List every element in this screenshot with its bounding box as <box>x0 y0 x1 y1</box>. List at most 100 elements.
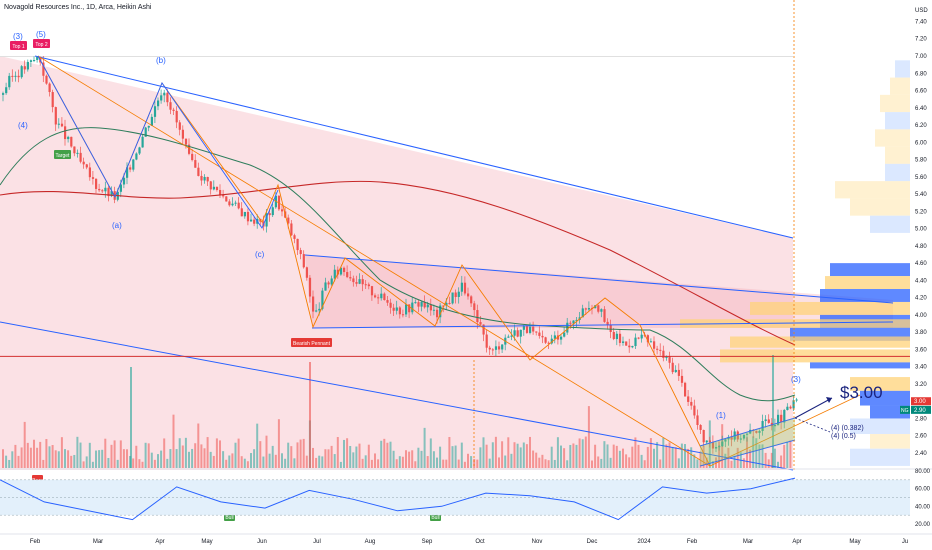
volume-bar <box>101 449 104 468</box>
volume-bar <box>550 446 553 468</box>
candle-body <box>234 202 237 204</box>
volume-bar <box>457 459 460 468</box>
volume-bar <box>659 459 662 468</box>
candle-body <box>157 100 160 107</box>
wave-line <box>37 55 279 229</box>
volume-bar <box>51 445 54 468</box>
candle-body <box>411 302 414 313</box>
fib-line <box>37 55 711 467</box>
candle-body <box>693 405 696 416</box>
candle-body <box>727 437 730 440</box>
candle-body <box>88 167 91 178</box>
volume-bar <box>73 454 76 468</box>
volume-bar <box>665 444 668 468</box>
volume-bar <box>153 459 156 468</box>
time-tick-label: Sep <box>422 539 433 545</box>
price-tick-label: 7.40 <box>915 19 927 25</box>
candle-body <box>724 439 727 442</box>
volume-bar <box>761 444 764 468</box>
volume-bar <box>541 454 544 468</box>
volume-bar <box>243 458 246 468</box>
volume-bar <box>535 452 538 468</box>
candle-body <box>36 56 39 60</box>
candle-body <box>64 126 67 140</box>
volume-bar <box>485 444 488 468</box>
time-tick-label: Mar <box>743 539 753 545</box>
volume-bar <box>420 450 423 468</box>
volume-bar <box>448 436 451 468</box>
volume-bar <box>231 453 234 468</box>
volume-profile-bar <box>850 377 910 391</box>
candle-body <box>29 60 33 62</box>
rsi-line <box>0 477 796 521</box>
volume-bar <box>451 446 454 468</box>
top1-label-bg <box>10 41 27 50</box>
projection-dashed <box>794 417 831 433</box>
price-tick-label: 6.60 <box>915 89 927 95</box>
volume-bar <box>498 457 500 468</box>
candle-body <box>789 406 792 409</box>
wave-4-label: (4) <box>18 121 28 130</box>
time-tick-label: Jul <box>313 539 321 545</box>
candle-body <box>246 211 250 222</box>
volume-bar <box>780 455 783 468</box>
price-tick-label: 5.80 <box>915 158 927 164</box>
price-tick-label: 5.40 <box>915 192 927 198</box>
volume-bar <box>274 454 277 468</box>
volume-bar <box>597 456 600 468</box>
candle-body <box>237 202 240 209</box>
volume-profile-bar <box>885 112 910 130</box>
bull-rsi-label: Bull <box>431 515 439 521</box>
volume-bar <box>556 437 559 468</box>
projection-arrow-head <box>826 397 832 403</box>
candle-body <box>405 304 408 315</box>
volume-bar <box>783 444 786 468</box>
time-tick-label: Apr <box>792 539 801 545</box>
price-tick-label: 4.00 <box>915 313 927 319</box>
volume-profile-bar <box>850 418 910 435</box>
volume-bar <box>544 459 547 468</box>
volume-bar <box>749 449 752 468</box>
volume-bar <box>473 458 476 468</box>
volume-bar <box>76 436 79 468</box>
target-label-bg <box>54 150 71 159</box>
volume-bar <box>346 438 349 468</box>
candle-body <box>339 267 343 275</box>
candle-body <box>426 304 429 308</box>
volume-bar <box>352 452 355 468</box>
candle-body <box>494 346 498 350</box>
volume-bar <box>609 457 612 468</box>
volume-bar <box>386 442 389 468</box>
candle-body <box>513 330 516 336</box>
candle-body <box>451 292 454 304</box>
volume-bar <box>246 461 249 468</box>
volume-bar <box>715 457 717 468</box>
candle-body <box>680 375 684 383</box>
volume-bar <box>14 444 17 468</box>
volume-profile-bar <box>835 181 910 199</box>
candle-body <box>277 195 281 210</box>
top2-label-bg <box>33 39 50 48</box>
price-tick-label: 2.80 <box>915 416 927 422</box>
candle-body <box>349 277 352 279</box>
volume-bar <box>730 460 733 468</box>
candle-body <box>705 440 708 443</box>
candle-body <box>11 75 14 77</box>
candle-body <box>479 322 482 325</box>
volume-bar <box>494 436 497 468</box>
candle-body <box>126 167 129 178</box>
volume-bar <box>67 450 70 468</box>
volume-bar <box>150 452 153 468</box>
candle-body <box>281 209 284 212</box>
volume-profile-bar <box>895 60 910 78</box>
price-tick-label: 4.60 <box>915 261 927 267</box>
volume-bar <box>256 423 259 468</box>
candle-body <box>634 337 637 347</box>
candle-body <box>305 267 308 278</box>
volume-bar <box>234 442 237 468</box>
volume-bar <box>45 439 48 468</box>
candle-body <box>519 329 522 337</box>
candle-body <box>780 414 783 423</box>
candle-body <box>755 431 758 433</box>
